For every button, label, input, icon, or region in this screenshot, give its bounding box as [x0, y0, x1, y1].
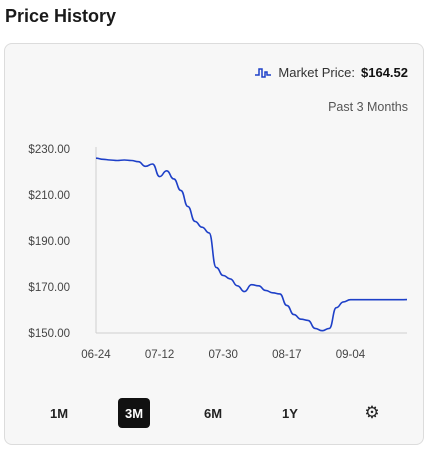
- market-price-value: $164.52: [361, 65, 408, 80]
- range-selector: 1M 3M 6M 1Y ⚙: [5, 398, 423, 428]
- range-1y-button[interactable]: 1Y: [282, 405, 298, 421]
- page-title: Price History: [5, 6, 117, 26]
- x-tick-label: 07-30: [209, 349, 238, 361]
- range-6m-button[interactable]: 6M: [203, 405, 223, 421]
- range-3m-button[interactable]: 3M: [118, 398, 150, 428]
- price-chart: $230.00 $210.00 $190.00 $170.00 $150.00 06-24…: [28, 144, 408, 361]
- pulse-icon: [255, 67, 272, 78]
- y-tick-label: $230.00: [28, 144, 70, 156]
- x-tick-label: 07-12: [145, 349, 174, 361]
- x-tick-label: 09-04: [336, 349, 366, 361]
- x-tick-label: 06-24: [81, 349, 111, 361]
- settings-gear-icon[interactable]: ⚙: [364, 403, 380, 422]
- y-tick-label: $190.00: [28, 236, 70, 248]
- y-tick-label: $150.00: [28, 328, 70, 340]
- price-series-line: [95, 157, 408, 332]
- period-label: Past 3 Months: [328, 100, 408, 114]
- y-tick-label: $170.00: [28, 282, 70, 294]
- price-history-card: Market Price: $164.52 Past 3 Months $230…: [4, 43, 424, 445]
- x-tick-label: 08-17: [272, 349, 301, 361]
- range-1m-button[interactable]: 1M: [49, 405, 69, 421]
- market-price: Market Price: $164.52: [254, 65, 408, 80]
- market-price-label: Market Price:: [278, 65, 355, 80]
- y-tick-label: $210.00: [28, 190, 70, 202]
